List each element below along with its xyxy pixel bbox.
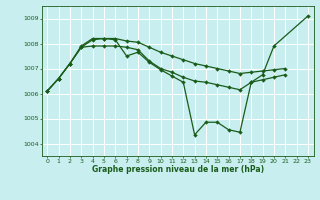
X-axis label: Graphe pression niveau de la mer (hPa): Graphe pression niveau de la mer (hPa)	[92, 165, 264, 174]
